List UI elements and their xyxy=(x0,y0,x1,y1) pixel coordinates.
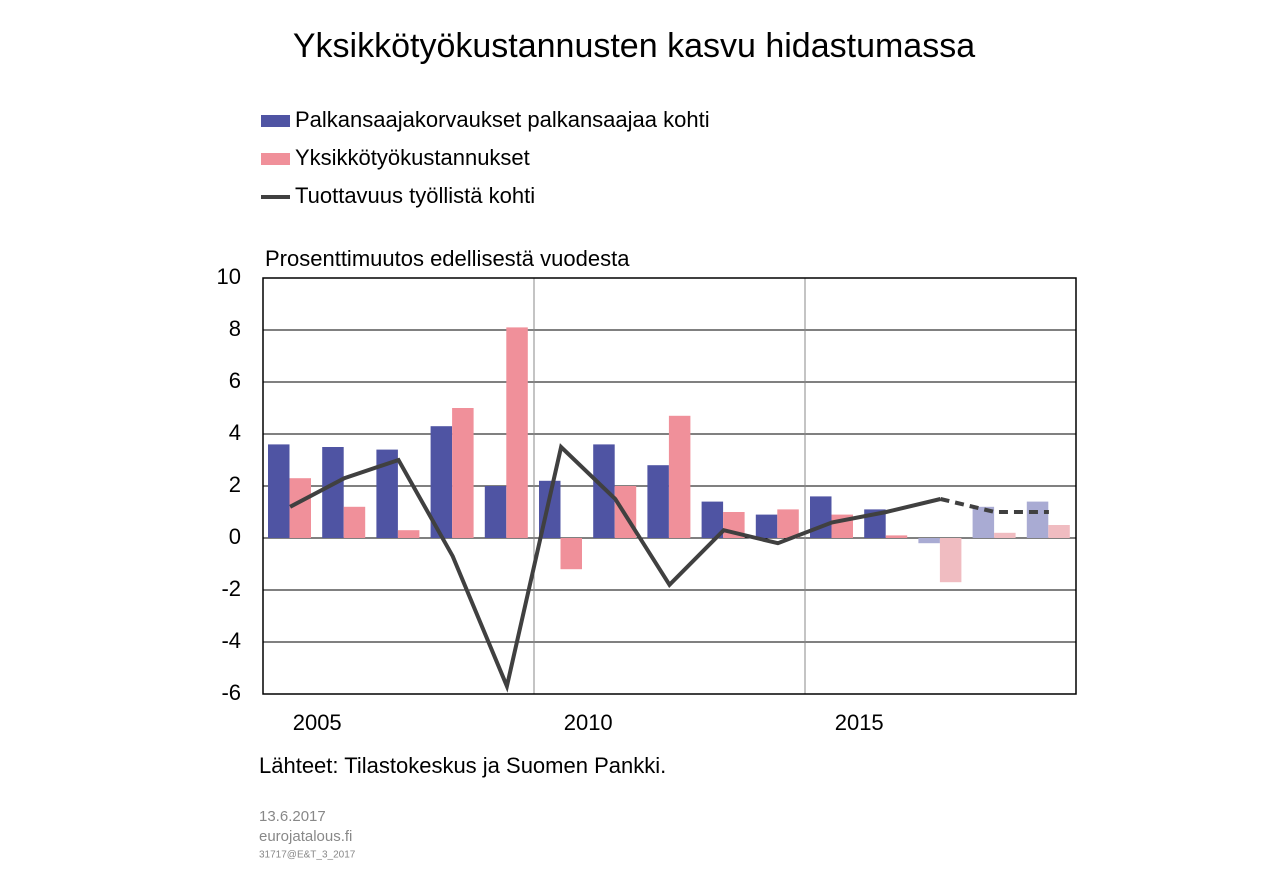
y-tick-label: -6 xyxy=(221,680,241,705)
y-tick-label: -2 xyxy=(221,576,241,601)
legend-label: Yksikkötyökustannukset xyxy=(295,145,530,170)
y-tick-label: 4 xyxy=(229,420,241,445)
y-tick-label: 6 xyxy=(229,368,241,393)
bar xyxy=(397,530,420,538)
y-tick-label: 0 xyxy=(229,524,241,549)
x-tick-label: 2005 xyxy=(293,710,342,735)
y-axis-label: Prosenttimuutos edellisestä vuodesta xyxy=(265,246,630,271)
bar xyxy=(972,506,995,538)
source: Lähteet: Tilastokeskus ja Suomen Pankki. xyxy=(259,753,666,778)
line xyxy=(940,497,1049,514)
bar xyxy=(484,486,507,538)
bar xyxy=(918,538,940,544)
bar xyxy=(994,532,1016,538)
footer-code: 31717@E&T_3_2017 xyxy=(259,850,356,861)
bar xyxy=(755,514,778,538)
chart-title: Yksikkötyökustannusten kasvu hidastumass… xyxy=(293,27,975,65)
bar xyxy=(885,535,908,538)
bar xyxy=(322,447,344,538)
bar xyxy=(452,408,474,538)
bar xyxy=(647,465,669,538)
legend-swatch xyxy=(261,153,290,165)
y-tick-label: 10 xyxy=(217,264,241,289)
bar xyxy=(376,449,398,538)
bar xyxy=(430,426,453,538)
bar xyxy=(777,509,799,538)
bar xyxy=(668,415,691,538)
legend-swatch xyxy=(261,115,290,127)
bar xyxy=(343,506,366,538)
x-tick-label: 2010 xyxy=(564,710,613,735)
footer-date: 13.6.2017 xyxy=(259,808,326,825)
bar xyxy=(268,444,290,538)
y-tick-label: 2 xyxy=(229,472,241,497)
y-tick-label: -4 xyxy=(221,628,241,653)
legend-label: Tuottavuus työllistä kohti xyxy=(295,183,535,208)
legend-label: Palkansaajakorvaukset palkansaajaa kohti xyxy=(295,107,710,132)
bar xyxy=(506,327,528,538)
bar xyxy=(939,538,962,583)
bar xyxy=(289,478,311,538)
y-tick-label: 8 xyxy=(229,316,241,341)
bar xyxy=(1026,501,1049,538)
footer-site: eurojatalous.fi xyxy=(259,828,352,845)
bar xyxy=(701,501,724,538)
line xyxy=(289,443,941,693)
plot-frame xyxy=(262,277,1077,695)
bar xyxy=(560,538,582,570)
bar xyxy=(593,444,615,538)
bar xyxy=(1048,525,1070,538)
x-tick-label: 2015 xyxy=(835,710,884,735)
